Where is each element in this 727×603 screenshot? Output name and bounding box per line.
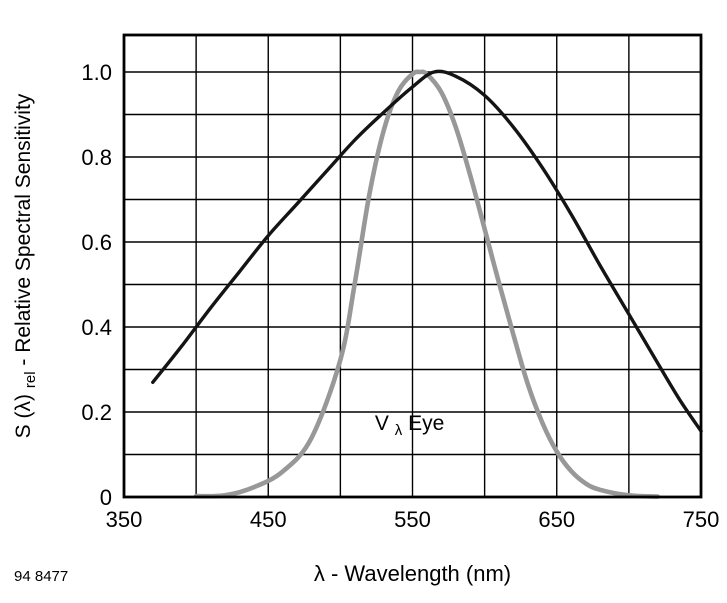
x-axis-label: λ - Wavelength (nm)	[314, 561, 511, 586]
y-tick-label: 0.2	[81, 400, 112, 425]
x-tick-label: 550	[394, 507, 431, 532]
v-lambda-eye-label-subscript: λ	[395, 422, 403, 439]
x-tick-label: 350	[106, 507, 143, 532]
y-axis-label-main: S (λ)	[12, 394, 35, 438]
y-axis-label-rest: - Relative Spectral Sensitivity	[12, 93, 35, 365]
x-tick-label: 650	[538, 507, 575, 532]
y-tick-label: 0	[100, 485, 112, 510]
v-lambda-eye-label: V λ Eye	[375, 412, 444, 440]
v-lambda-eye-label-eye: Eye	[408, 412, 444, 435]
v-lambda-eye-label-v: V	[375, 412, 389, 435]
plot-border	[122, 33, 703, 499]
curves	[151, 69, 703, 499]
y-tick-label: 0.8	[81, 145, 112, 170]
y-axis-label-subscript: rel	[22, 371, 39, 388]
y-tick-labels: 0 0.2 0.4 0.6 0.8 1.0	[81, 60, 112, 510]
y-tick-label: 1.0	[81, 60, 112, 85]
x-tick-labels: 350 450 550 650 750	[106, 507, 720, 532]
x-tick-label: 450	[250, 507, 287, 532]
v-lambda-eye-response-curve	[193, 69, 660, 499]
y-tick-label: 0.6	[81, 230, 112, 255]
y-axis-label: S (λ) rel - Relative Spectral Sensitivit…	[12, 93, 40, 438]
y-tick-label: 0.4	[81, 315, 112, 340]
figure-number: 94 8477	[14, 568, 68, 585]
x-tick-label: 750	[683, 507, 720, 532]
detector-spectral-sensitivity-curve	[151, 69, 703, 433]
